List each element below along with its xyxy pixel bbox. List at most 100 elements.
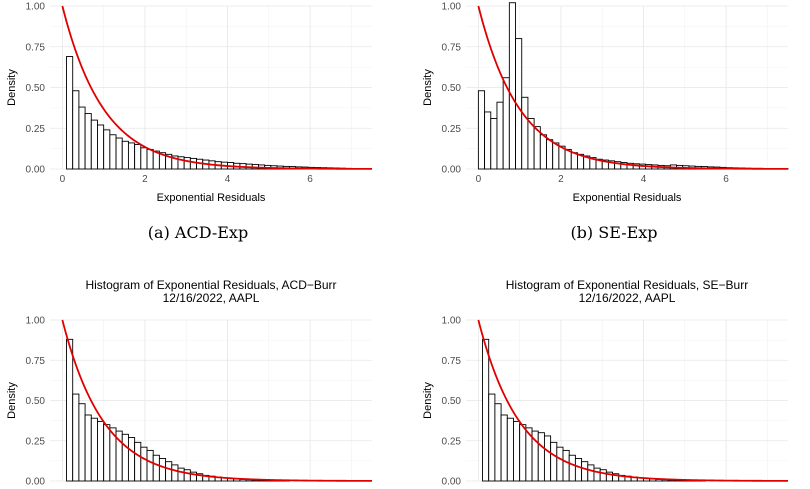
histogram-bar [570, 152, 578, 170]
x-tick-label: 2 [142, 174, 148, 185]
x-tick-label: 6 [723, 174, 729, 185]
histogram-bar [568, 454, 576, 482]
histogram-bar [521, 96, 529, 170]
histogram-bar [477, 90, 486, 170]
histogram-bar [109, 134, 117, 170]
histogram-bar [574, 458, 583, 482]
chart-panel-1: 0.00 0.25 0.50 0.75 1.00 0 2 4 6 Density Exponenti… [422, 2, 789, 204]
histogram-bar [496, 101, 504, 170]
histogram-bar [72, 90, 80, 170]
exponential-density-curve [477, 5, 788, 170]
histogram-bar [78, 403, 86, 482]
histogram-bar [550, 441, 558, 482]
plot-title-line: Histogram of Exponential Residuals, ACD−… [85, 278, 336, 292]
histogram-bar [66, 56, 74, 170]
histogram-bar [537, 432, 545, 482]
y-tick-label: 0.00 [26, 165, 46, 176]
histogram-bar [490, 118, 498, 170]
histogram-bar [72, 393, 80, 482]
x-tick-label: 0 [476, 174, 482, 185]
histogram-bar [152, 454, 160, 482]
histogram-bar [484, 111, 492, 170]
histogram-bar [90, 119, 98, 170]
y-tick-label: 1.00 [26, 2, 46, 13]
x-tick-label: 4 [225, 174, 231, 185]
histogram-bar [519, 424, 527, 482]
histogram-bar [121, 140, 129, 170]
y-tick-label: 0.00 [442, 477, 462, 488]
x-tick-label: 6 [307, 174, 313, 185]
histogram-bar [556, 446, 564, 482]
y-tick-label: 1.00 [442, 2, 462, 13]
histogram-bar [539, 134, 547, 170]
x-axis-title: Exponential Residuals [573, 192, 682, 204]
y-tick-label: 1.00 [442, 316, 462, 327]
histogram-bar [546, 139, 554, 170]
histogram-bar [84, 414, 92, 482]
histogram-bar [84, 113, 92, 170]
histogram-bar [103, 129, 111, 170]
histogram-bar [97, 124, 105, 170]
histogram-bar [115, 137, 123, 170]
plot-title-line: 12/16/2022, AAPL [163, 291, 260, 305]
y-tick-label: 0.75 [442, 356, 462, 367]
plot-title-line: Histogram of Exponential Residuals, SE−B… [506, 278, 748, 292]
histogram-bar [90, 417, 98, 482]
histogram-bar [171, 464, 179, 482]
histogram-bar [189, 157, 198, 170]
y-axis-title: Density [6, 382, 18, 419]
y-tick-label: 0.50 [26, 83, 46, 94]
x-tick-label: 2 [558, 174, 564, 185]
y-tick-label: 1.00 [26, 316, 46, 327]
exponential-density-curve [61, 319, 372, 482]
y-tick-label: 0.50 [442, 83, 462, 94]
histogram-bar [593, 467, 601, 482]
histogram-bar [146, 449, 154, 482]
plot-title-line: 12/16/2022, AAPL [579, 291, 676, 305]
y-tick-label: 0.25 [442, 436, 462, 447]
y-tick-label: 0.25 [26, 124, 46, 135]
y-tick-label: 0.00 [442, 165, 462, 176]
histogram-bar [488, 393, 496, 482]
histogram-bar [494, 403, 502, 482]
histogram-bar [158, 458, 167, 482]
histogram-bar [66, 338, 74, 482]
y-axis-title: Density [6, 69, 18, 106]
y-tick-label: 0.50 [26, 396, 46, 407]
histogram-bar [97, 420, 105, 482]
y-tick-label: 0.75 [26, 356, 46, 367]
histogram-bar [127, 142, 136, 170]
histogram-bar [78, 106, 86, 170]
histogram-bar [183, 157, 191, 170]
y-tick-label: 0.25 [442, 124, 462, 135]
y-tick-label: 0.25 [26, 436, 46, 447]
histogram-bar [500, 414, 508, 482]
histogram-bar [513, 420, 521, 482]
histogram-bar [121, 433, 129, 482]
y-tick-label: 0.00 [26, 477, 46, 488]
chart-panel-3: 0.00 0.25 0.50 0.75 1.00 Density Histogram of … [422, 278, 788, 488]
histogram-bar [506, 417, 514, 482]
caption-a: (a) ACD-Exp [148, 223, 248, 242]
histogram-bar [482, 338, 490, 482]
histogram-bar [177, 467, 185, 482]
histogram-bar [140, 446, 148, 482]
exponential-density-curve [477, 319, 788, 482]
histogram-bar [552, 142, 560, 170]
chart-panel-0: 0.00 0.25 0.50 0.75 1.00 0 2 4 6 Density Exponenti… [6, 2, 372, 204]
x-axis-title: Exponential Residuals [157, 192, 266, 204]
histogram-bar [134, 441, 142, 482]
y-axis-title: Density [422, 69, 434, 106]
y-tick-label: 0.75 [26, 42, 46, 53]
x-tick-label: 0 [60, 174, 66, 185]
histogram-bar [165, 461, 173, 482]
y-axis-title: Density [422, 382, 434, 419]
histogram-bar [558, 145, 566, 170]
exponential-density-curve [61, 5, 372, 170]
chart-panel-2: 0.00 0.25 0.50 0.75 1.00 Density Histogram of … [6, 278, 372, 488]
y-tick-label: 0.75 [442, 42, 462, 53]
histogram-bar [183, 469, 191, 482]
histogram-bar [543, 435, 552, 482]
y-tick-label: 0.50 [442, 396, 462, 407]
